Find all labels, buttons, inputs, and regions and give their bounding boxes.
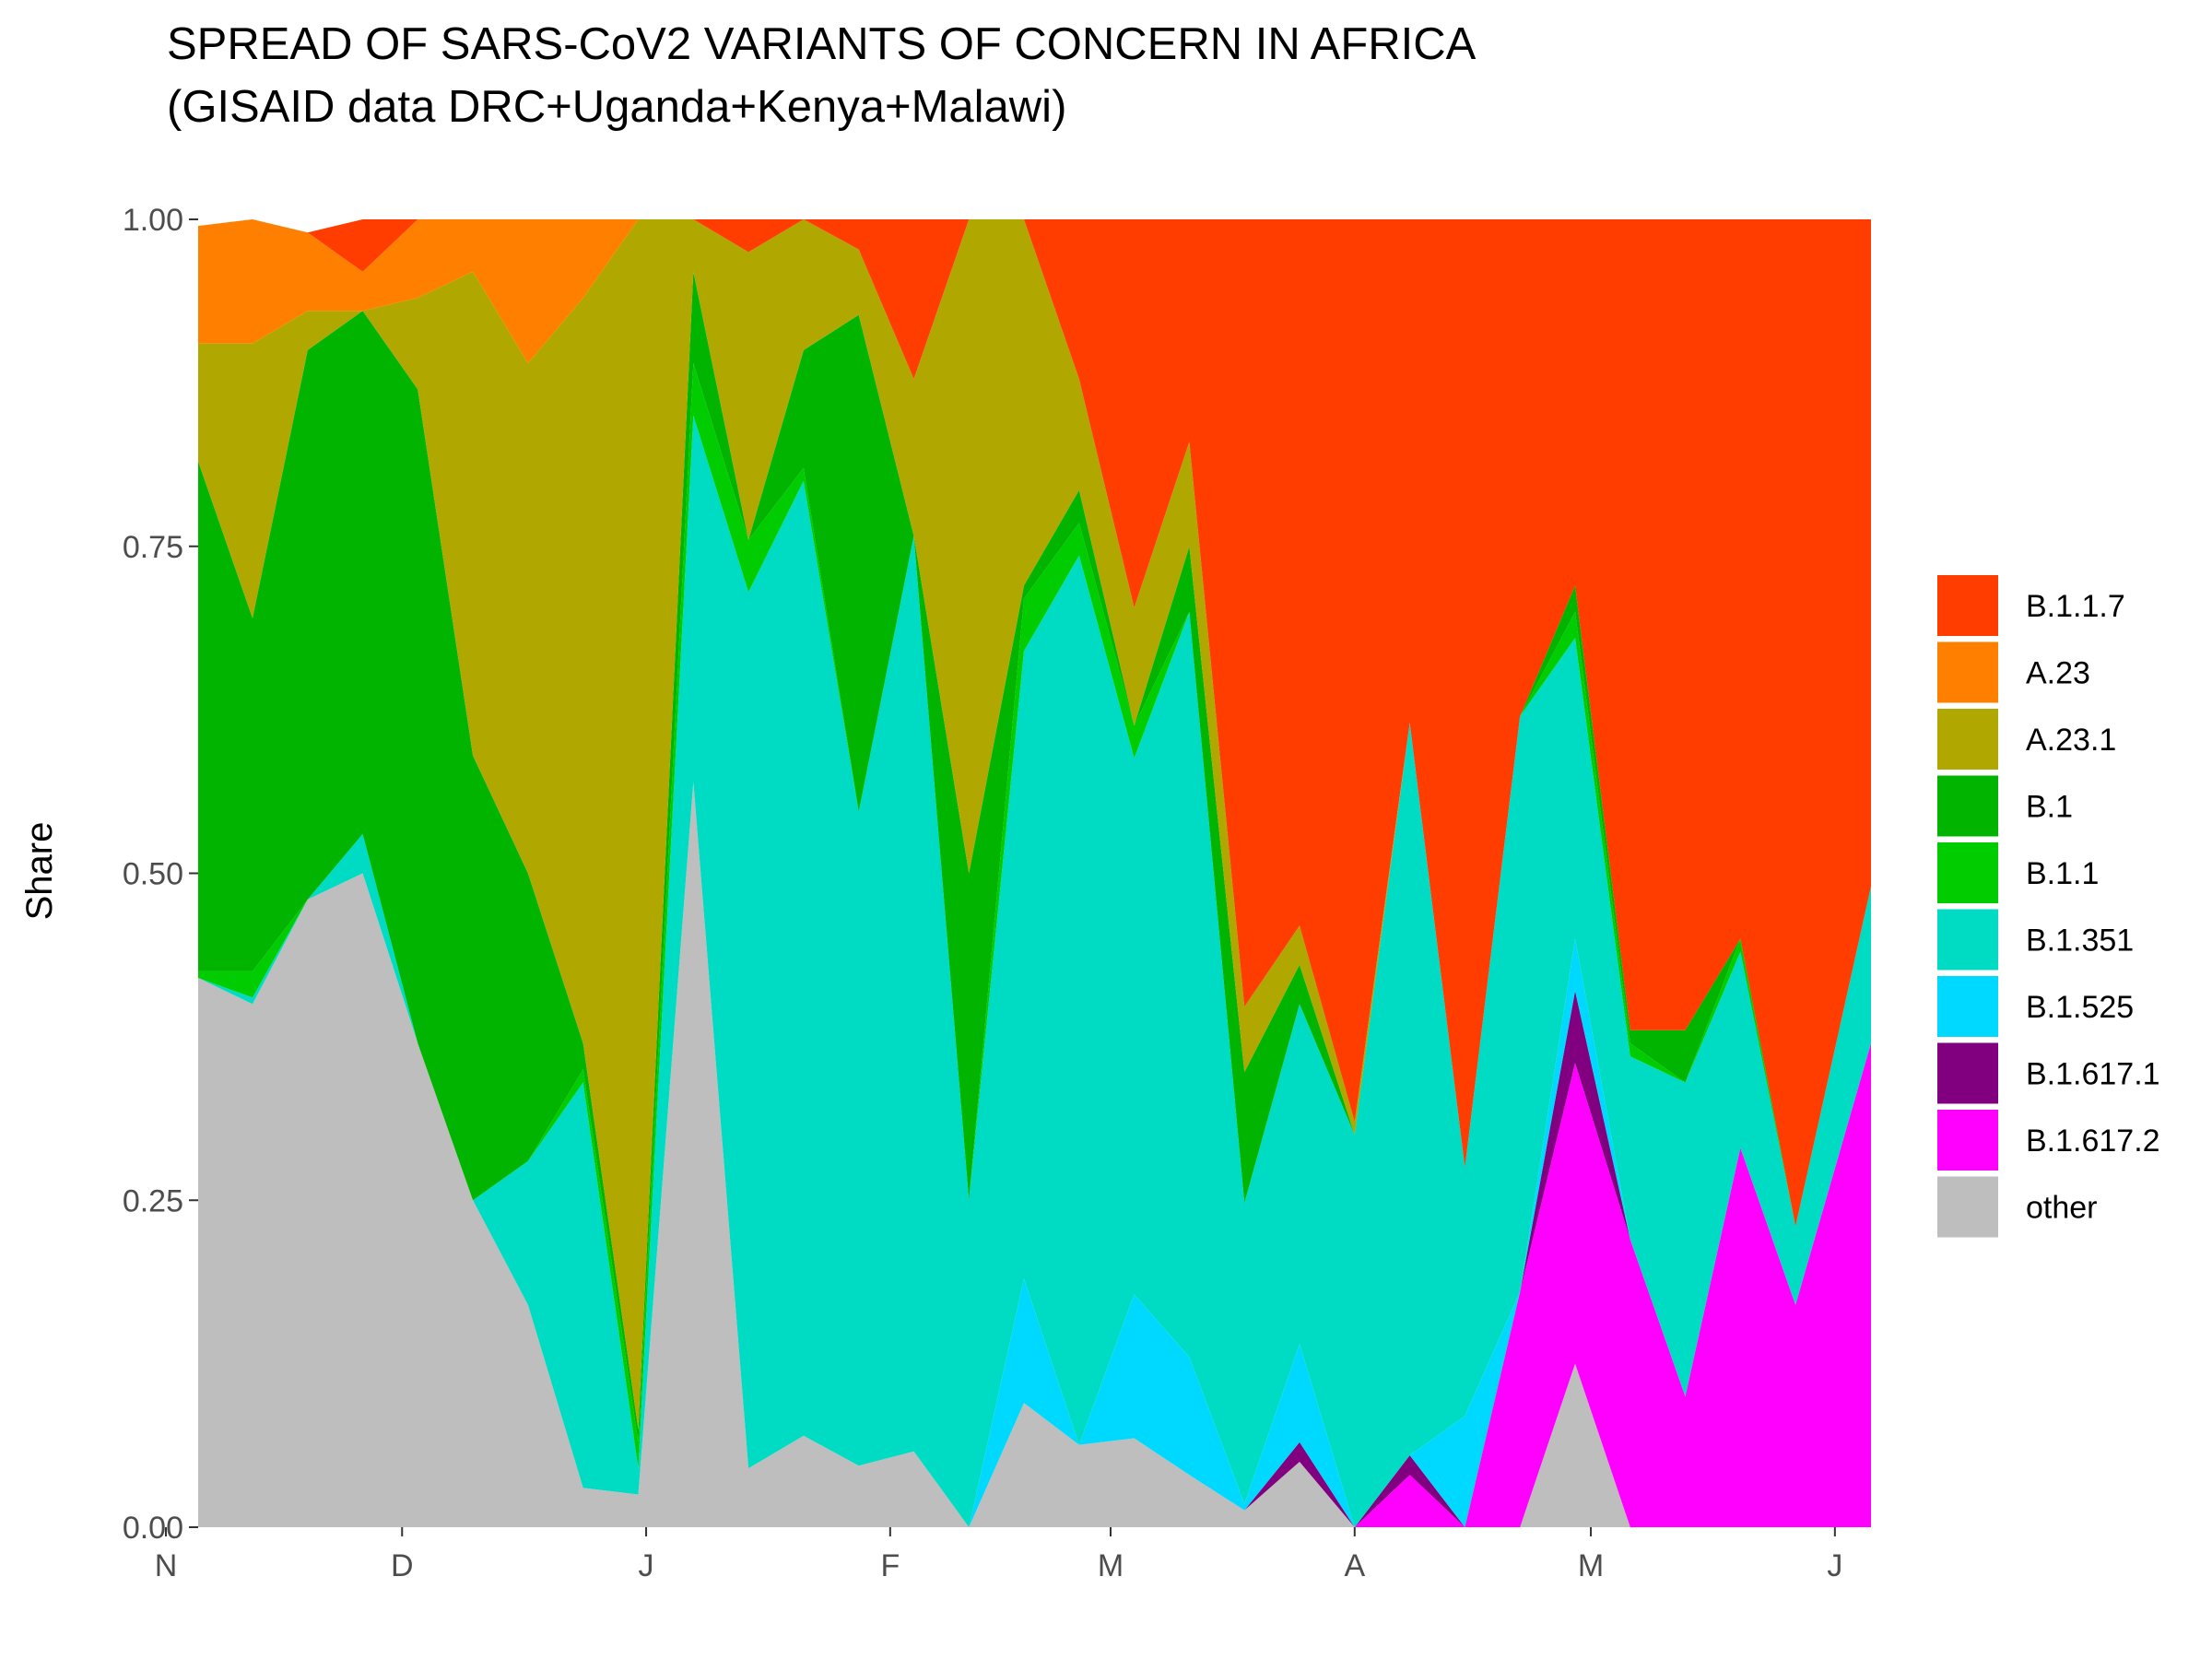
- x-tick-label: N: [155, 1548, 178, 1583]
- y-tick-label: 0.50: [123, 857, 183, 892]
- y-axis-title: Share: [19, 822, 60, 921]
- legend: B.1.1.7 A.23 A.23.1 B.1 B.1.1 B.1.351 B.1.525 B…: [1937, 575, 2160, 1238]
- chart-title: SPREAD OF SARS-CoV2 VARIANTS OF CONCERN …: [167, 19, 1477, 69]
- legend-label-b-1-351: B.1.351: [2026, 924, 2134, 959]
- x-tick-label: F: [880, 1548, 900, 1583]
- legend-label-a-23-1: A.23.1: [2026, 723, 2116, 758]
- y-tick-label: 0.75: [123, 530, 183, 565]
- area-other: [198, 782, 1871, 1527]
- x-tick-label: M: [1098, 1548, 1124, 1583]
- area-b-1-617-2: [198, 782, 1871, 1527]
- legend-swatch-b-1: [1937, 775, 1998, 837]
- area-b-1: [198, 271, 1871, 1442]
- area-a-23-1: [198, 219, 1871, 1430]
- x-tick-label: J: [639, 1548, 654, 1583]
- x-tick-label: M: [1578, 1548, 1604, 1583]
- x-tick-label: D: [391, 1548, 414, 1583]
- legend-swatch-b-1-617-2: [1937, 1110, 1998, 1171]
- legend-swatch-b-1-1: [1937, 842, 1998, 903]
- area-b-1-1-7: [198, 219, 1871, 1227]
- legend-swatch-b-1-1-7: [1937, 575, 1998, 636]
- legend-swatch-other: [1937, 1176, 1998, 1238]
- x-tick-label: J: [1827, 1548, 1842, 1583]
- area-b-1-351: [198, 415, 1871, 1527]
- stacked-areas: [198, 219, 1871, 1527]
- legend-label-b-1-617-2: B.1.617.2: [2026, 1124, 2160, 1159]
- x-tick-label: A: [1344, 1548, 1365, 1583]
- legend-swatch-b-1-351: [1937, 909, 1998, 971]
- y-tick-label: 1.00: [123, 203, 183, 238]
- legend-swatch-a-23-1: [1937, 709, 1998, 770]
- y-tick-label: 0.25: [123, 1183, 183, 1218]
- chart-subtitle: (GISAID data DRC+Uganda+Kenya+Malawi): [167, 82, 1066, 132]
- legend-label-b-1-1: B.1.1: [2026, 856, 2099, 891]
- legend-label-other: other: [2026, 1191, 2098, 1226]
- y-tick-label: 0.00: [123, 1511, 183, 1546]
- legend-swatch-b-1-525: [1937, 976, 1998, 1037]
- legend-swatch-a-23: [1937, 641, 1998, 703]
- legend-label-b-1-525: B.1.525: [2026, 990, 2134, 1025]
- area-b-1-1: [198, 363, 1871, 1469]
- legend-label-b-1-617-1: B.1.617.1: [2026, 1057, 2160, 1092]
- area-b-1-525: [198, 782, 1871, 1527]
- legend-label-a-23: A.23: [2026, 656, 2090, 691]
- legend-label-b-1: B.1: [2026, 790, 2073, 825]
- legend-swatch-b-1-617-1: [1937, 1042, 1998, 1104]
- legend-label-b-1-1-7: B.1.1.7: [2026, 589, 2125, 624]
- y-axis: 0.00 0.25 0.50 0.75 1.00: [123, 203, 198, 1546]
